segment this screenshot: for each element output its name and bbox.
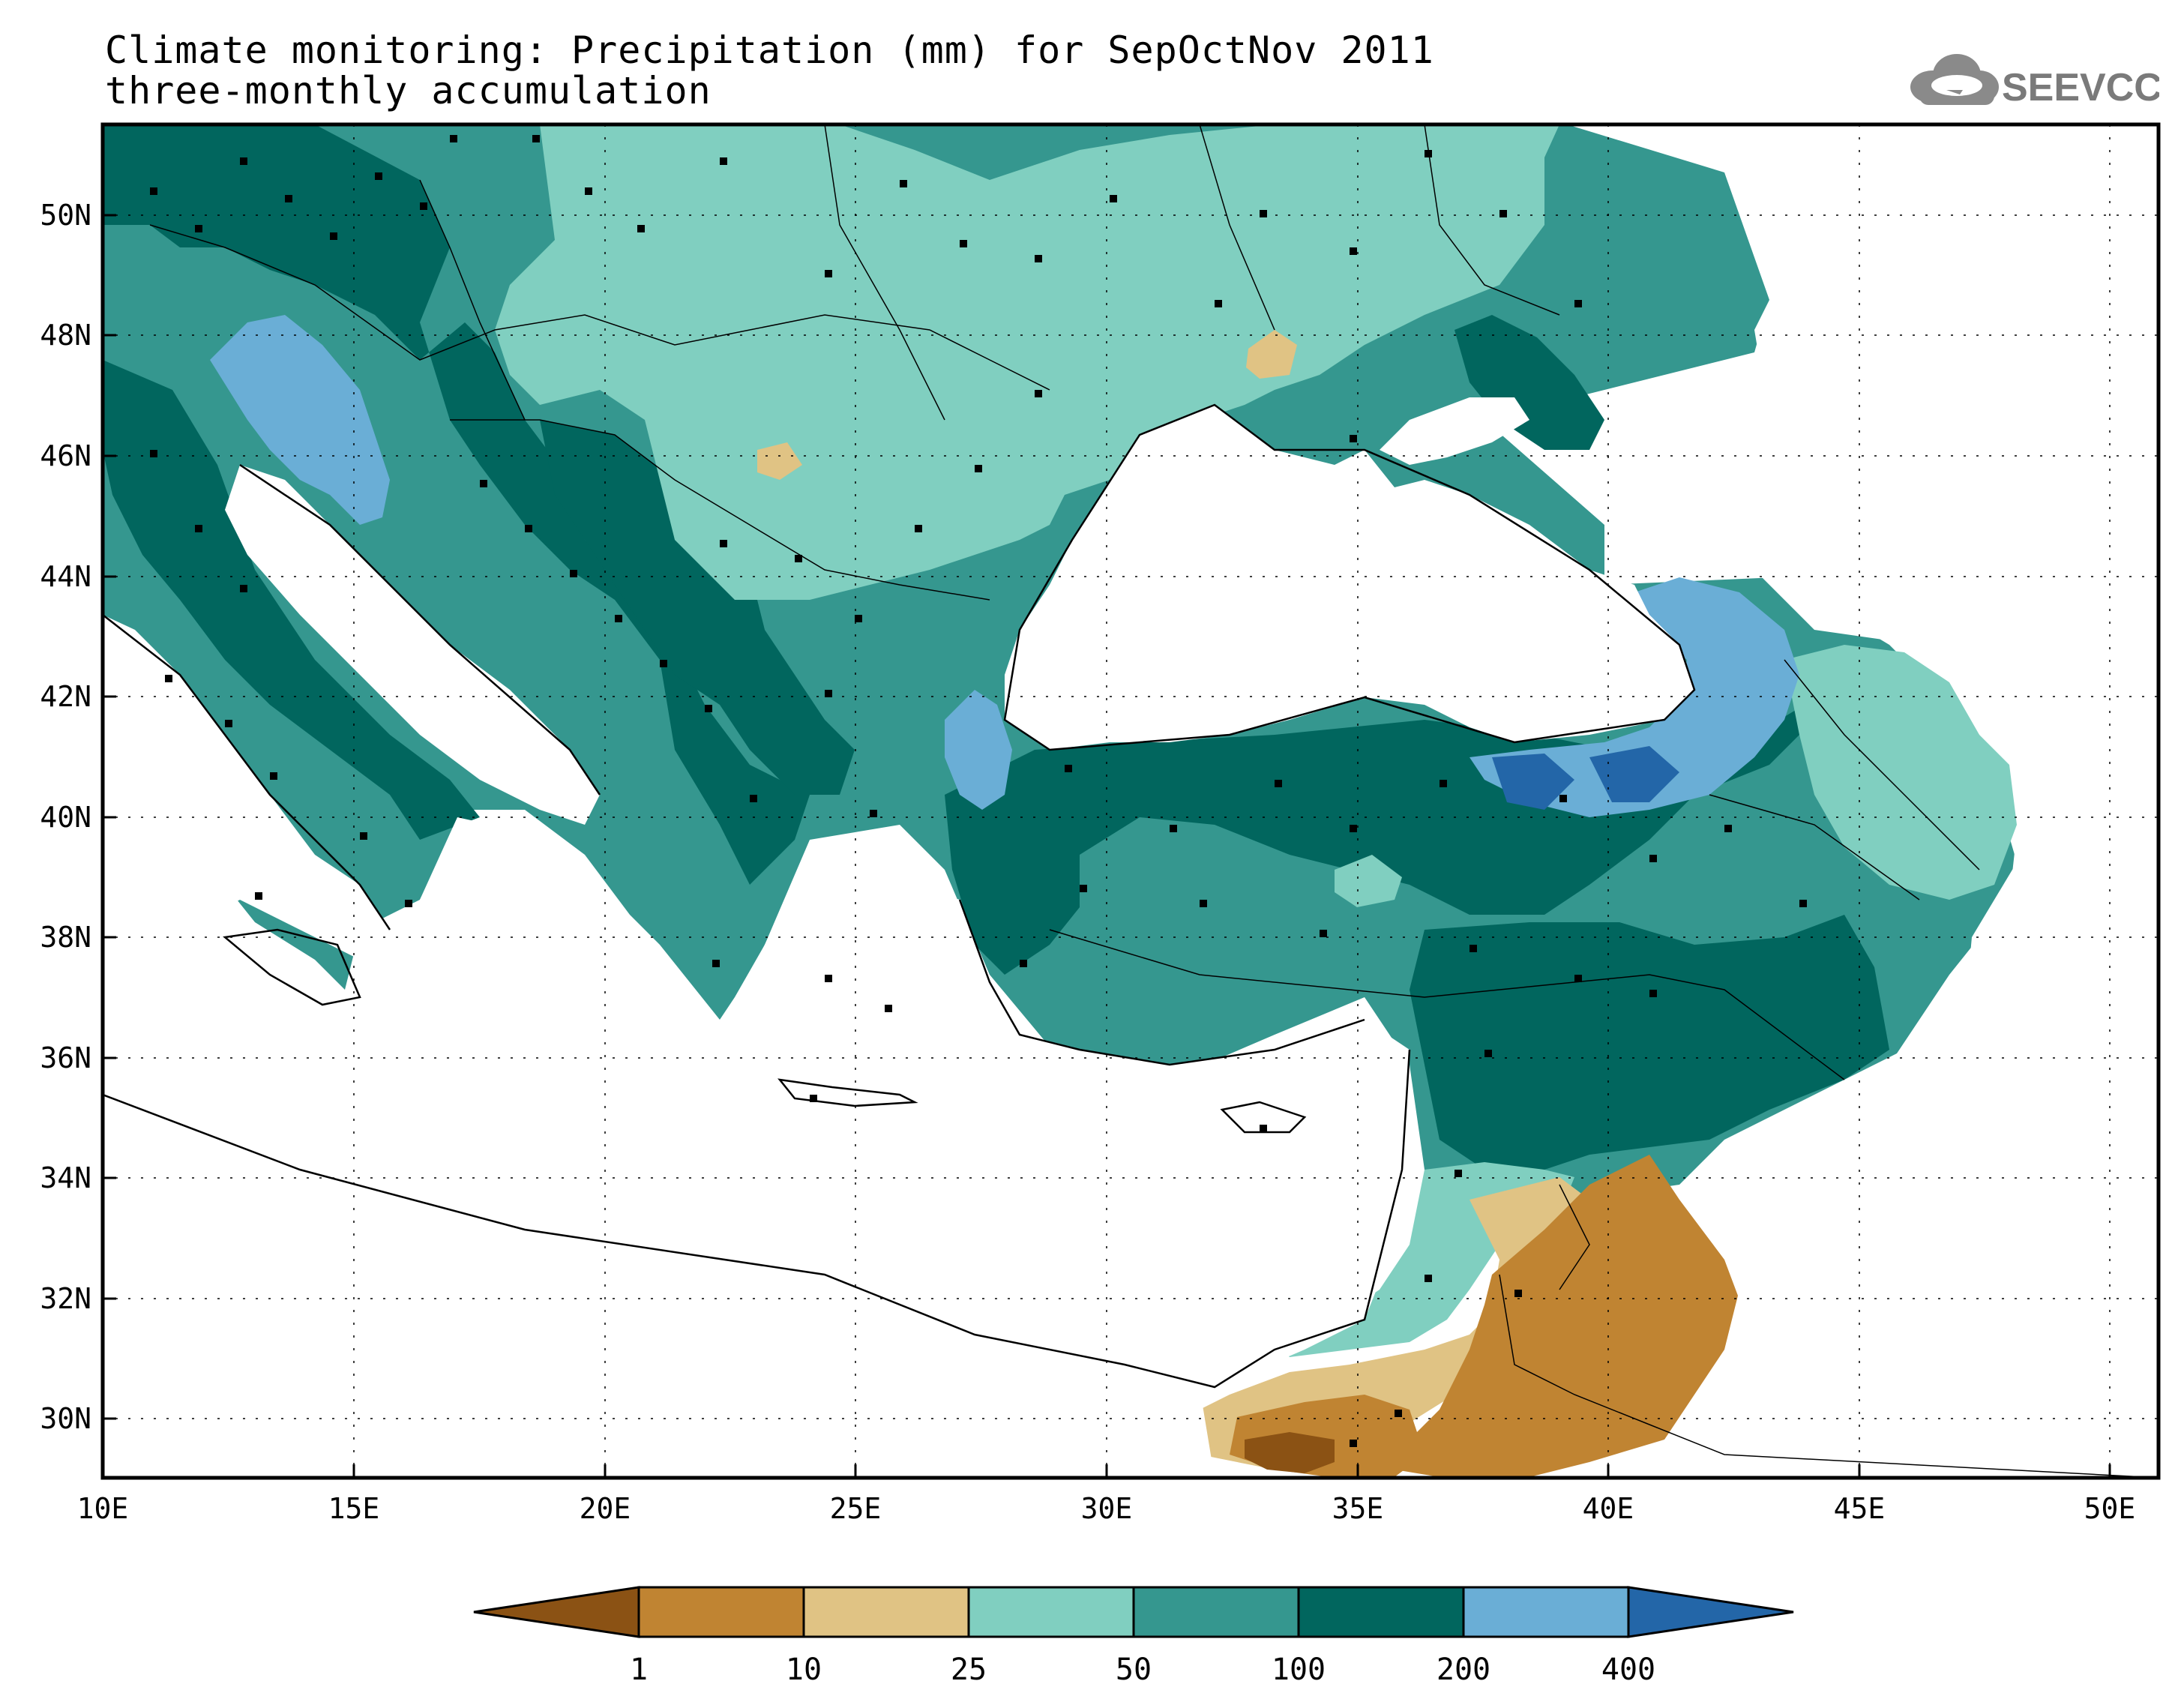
colorbar-bin xyxy=(967,1586,1135,1638)
cloud-icon xyxy=(1910,54,1999,105)
colorbar-labels: 1 10 25 50 100 200 400 xyxy=(630,1653,1655,1687)
field-200-400-georgia xyxy=(1469,577,1799,817)
lon-label: 25E xyxy=(830,1492,882,1525)
colorbar-label: 10 xyxy=(786,1653,822,1687)
field-200-400-bosporus xyxy=(945,690,1012,810)
seevccc-logo: SEEVCCC xyxy=(1910,54,2159,109)
east-nodata xyxy=(1574,124,2159,1478)
lat-label: 36N xyxy=(40,1041,91,1074)
tyrrhenian-sea xyxy=(103,615,390,960)
azov-sea xyxy=(1380,397,1529,465)
colorbar-bin xyxy=(1297,1586,1465,1638)
colorbar-label: 100 xyxy=(1272,1653,1326,1687)
lon-label: 10E xyxy=(77,1492,129,1525)
field-10-25-ukraine xyxy=(1246,330,1297,379)
lat-label: 42N xyxy=(40,680,91,713)
lat-label: 32N xyxy=(40,1282,91,1315)
lat-label: 34N xyxy=(40,1161,91,1194)
lon-label: 15E xyxy=(328,1492,380,1525)
field-10-25-negev xyxy=(1200,1177,1589,1470)
colorbar-high-triangle xyxy=(1627,1586,1794,1638)
lon-label: 30E xyxy=(1081,1492,1133,1525)
colorbar xyxy=(473,1586,1794,1638)
field-below-1 xyxy=(1245,1432,1335,1473)
field-200-400-alps xyxy=(210,315,390,525)
lat-label: 50N xyxy=(40,199,91,232)
field-100-200-italy xyxy=(103,360,480,840)
logo-text: SEEVCCC xyxy=(2002,66,2159,109)
coastlines xyxy=(103,403,1696,1389)
lat-label: 46N xyxy=(40,439,91,472)
colorbar-bin xyxy=(802,1586,970,1638)
colorbar-low-triangle xyxy=(473,1586,640,1638)
field-10-25-romania xyxy=(757,442,802,480)
field-100-200-southeast xyxy=(1410,915,1889,1170)
field-100-200-west xyxy=(103,124,810,885)
precipitation-field xyxy=(103,124,2159,1478)
colorbar-label: 50 xyxy=(1116,1653,1152,1687)
lon-labels: 10E 15E 20E 25E 30E 35E 40E 45E 50E xyxy=(77,1492,2136,1525)
lat-label: 48N xyxy=(40,319,91,352)
lon-label: 50E xyxy=(2084,1492,2136,1525)
tick-marks xyxy=(101,214,2111,1478)
lat-label: 44N xyxy=(40,560,91,593)
lat-label: 30N xyxy=(40,1402,91,1435)
black-sea xyxy=(1005,405,1694,750)
gridlines xyxy=(103,124,2159,1478)
field-1-10-syria xyxy=(1395,1155,1747,1477)
colorbar-label: 400 xyxy=(1601,1653,1655,1687)
field-100-200-crimea xyxy=(1455,315,1604,450)
map-frame xyxy=(100,122,2161,1480)
lon-label: 45E xyxy=(1834,1492,1886,1525)
field-above-400 xyxy=(1492,746,1679,810)
station-dots xyxy=(150,135,1807,1447)
colorbar-bin xyxy=(1132,1586,1300,1638)
map-subtitle: three-monthly accumulation xyxy=(105,69,712,112)
lon-label: 20E xyxy=(580,1492,631,1525)
field-25-50-central-turkey xyxy=(1335,855,1402,907)
field-100-200-balkans xyxy=(540,420,855,795)
map-title: Climate monitoring: Precipitation (mm) f… xyxy=(105,28,1434,72)
adriatic-sea xyxy=(225,465,600,825)
lat-label: 40N xyxy=(40,801,91,834)
field-25-50-north xyxy=(495,124,1559,600)
field-100-200-anatolia xyxy=(945,660,1852,975)
colorbar-label: 200 xyxy=(1437,1653,1490,1687)
colorbar-bin xyxy=(1462,1586,1630,1638)
lon-label: 40E xyxy=(1583,1492,1634,1525)
colorbar-bin xyxy=(637,1586,805,1638)
colorbar-label: 1 xyxy=(630,1653,648,1687)
lat-label: 38N xyxy=(40,921,91,954)
lat-labels: 50N 48N 46N 44N 42N 40N 38N 36N 34N 32N … xyxy=(40,199,91,1435)
colorbar-label: 25 xyxy=(951,1653,987,1687)
field-25-50-caucasus xyxy=(1784,645,2017,900)
lon-label: 35E xyxy=(1332,1492,1384,1525)
borders xyxy=(149,124,2159,1478)
